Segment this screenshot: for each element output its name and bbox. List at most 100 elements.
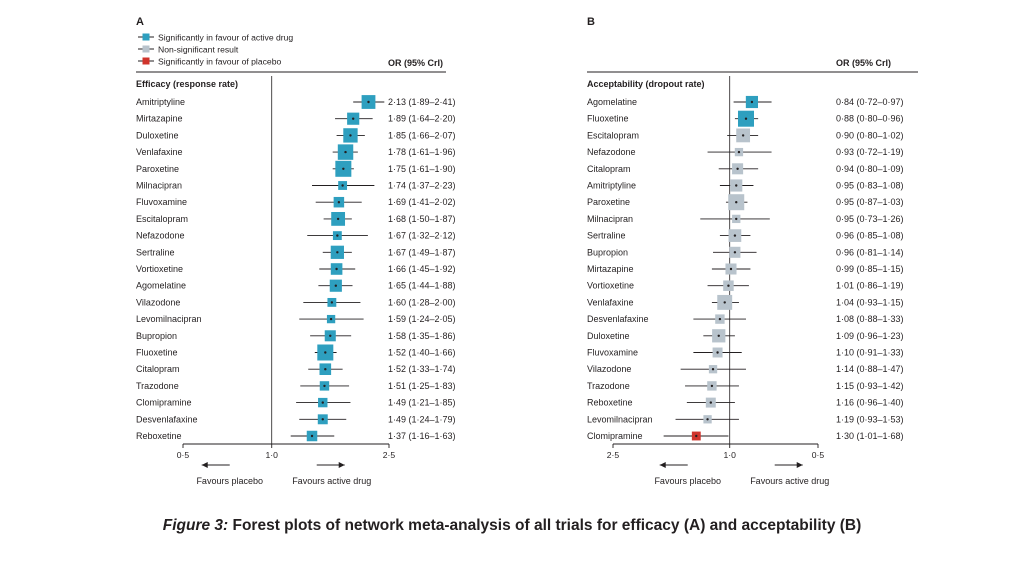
panel-a-ci-text: 1·67 (1·49–1·87): [388, 247, 456, 257]
panel-b-column-header: OR (95% CrI): [836, 58, 891, 68]
panel-a-point-dot: [324, 351, 327, 354]
panel-a-row-label: Escitalopram: [136, 214, 188, 224]
panel-b-ci-text: 1·09 (0·96–1·23): [836, 331, 904, 341]
panel-b-x-tick-label: 2·5: [607, 450, 620, 460]
panel-a-direction-right: Favours active drug: [292, 476, 371, 486]
panel-a-point-dot: [335, 267, 338, 271]
panel-b-title: Acceptability (dropout rate): [587, 79, 705, 89]
panel-b-point-dot: [750, 100, 754, 104]
legend-teal-square-icon: [142, 33, 150, 41]
panel-b-row-label: Agomelatine: [587, 97, 637, 107]
panel-b-row-label: Bupropion: [587, 247, 628, 257]
panel-a-ci-text: 1·58 (1·35–1·86): [388, 331, 456, 341]
panel-a-ci-text: 1·65 (1·44–1·88): [388, 281, 456, 291]
panel-a-ci-text: 1·78 (1·61–1·96): [388, 147, 456, 157]
panel-a-ci-text: 1·37 (1·16–1·63): [388, 431, 456, 441]
panel-b-row-label: Citalopram: [587, 164, 631, 174]
panel-b-point-dot: [711, 368, 715, 371]
panel-b-row-label: Desvenlafaxine: [587, 314, 649, 324]
panel-b-direction-right: Favours active drug: [750, 476, 829, 486]
panel-b-row-label: Vortioxetine: [587, 281, 634, 291]
panel-b-ci-text: 0·84 (0·72–0·97): [836, 97, 904, 107]
panel-b-point-dot: [735, 217, 738, 221]
panel-b-row-label: Levomilnacipran: [587, 414, 653, 424]
panel-a-title: Efficacy (response rate): [136, 79, 238, 89]
panel-b-row-label: Sertraline: [587, 231, 626, 241]
panel-a-point-dot: [330, 301, 334, 304]
panel-b-point-dot: [729, 267, 733, 271]
panel-b-point-dot: [709, 401, 713, 404]
panel-b-row-label: Paroxetine: [587, 197, 630, 207]
panel-a-point-dot: [341, 184, 344, 187]
panel-a-point-dot: [342, 167, 345, 170]
panel-a-point-dot: [367, 100, 370, 104]
panel-a-point-dot: [336, 217, 340, 221]
panel-b-ci-text: 0·96 (0·81–1·14): [836, 247, 904, 257]
panel-a-ci-text: 1·49 (1·21–1·85): [388, 398, 456, 408]
panel-b-point-dot: [695, 434, 698, 438]
panel-a-row-label: Fluoxetine: [136, 348, 178, 358]
panel-b-ci-text: 0·96 (0·85–1·08): [836, 231, 904, 241]
panel-a-ci-text: 2·13 (1·89–2·41): [388, 97, 456, 107]
panel-b-row-label: Fluvoxamine: [587, 348, 638, 358]
panel-b-ci-text: 0·95 (0·73–1·26): [836, 214, 904, 224]
panel-a-x-tick-label: 1·0: [266, 450, 279, 460]
panel-a-label: A: [136, 16, 144, 28]
panel-a-right-arrow-icon: [338, 462, 345, 468]
panel-a-point-dot: [310, 434, 314, 438]
panel-b-left-arrow-icon: [659, 462, 666, 468]
panel-a-direction-left: Favours placebo: [196, 476, 263, 486]
panel-a-row-label: Clomipramine: [136, 398, 192, 408]
panel-b-x-tick-label: 0·5: [812, 450, 825, 460]
legend-grey-square-icon: [142, 45, 150, 53]
panel-b-row-label: Escitalopram: [587, 130, 639, 140]
panel-a-point-dot: [344, 150, 347, 154]
panel-a-row-label: Trazodone: [136, 381, 179, 391]
panel-a-row-label: Desvenlafaxine: [136, 414, 198, 424]
panel-b-row-label: Venlafaxine: [587, 297, 634, 307]
panel-a-point-dot: [336, 251, 339, 254]
panel-b-point-dot: [727, 284, 730, 287]
panel-b-ci-text: 1·01 (0·86–1·19): [836, 281, 904, 291]
panel-a-row-label: Fluvoxamine: [136, 197, 187, 207]
panel-a-point-dot: [351, 117, 355, 120]
panel-b-ci-text: 0·93 (0·72–1·19): [836, 147, 904, 157]
panel-b-row-label: Fluoxetine: [587, 114, 629, 124]
panel-a-row-label: Mirtazapine: [136, 114, 183, 124]
panel-b-ci-text: 0·95 (0·87–1·03): [836, 197, 904, 207]
panel-b-point-dot: [723, 301, 726, 304]
forest-plots-svg: A Significantly in favour of active drug N…: [136, 16, 918, 486]
panel-a-row-label: Sertraline: [136, 247, 175, 257]
panel-a-point-dot: [329, 317, 333, 321]
panel-a-row-label: Milnacipran: [136, 181, 182, 191]
panel-a-point-dot: [334, 284, 338, 287]
panel-b-ci-text: 1·10 (0·91–1·33): [836, 348, 904, 358]
panel-a-row-label: Amitriptyline: [136, 97, 185, 107]
panel-b-row-label: Duloxetine: [587, 331, 630, 341]
panel-b-row-label: Amitriptyline: [587, 181, 636, 191]
panel-a-x-tick-label: 2·5: [383, 450, 396, 460]
panel-b-point-dot: [706, 418, 709, 421]
panel-b-point-dot: [741, 134, 745, 137]
panel-a-ci-text: 1·60 (1·28–2·00): [388, 297, 456, 307]
panel-a-column-header: OR (95% CrI): [388, 58, 443, 68]
panel-b-point-dot: [733, 234, 737, 237]
panel-a-left-arrow-icon: [201, 462, 208, 468]
panel-b-ci-text: 1·15 (0·93–1·42): [836, 381, 904, 391]
panel-b-point-dot: [736, 167, 739, 170]
panel-b-row-label: Vilazodone: [587, 364, 631, 374]
panel-b-point-dot: [716, 351, 719, 354]
panel-a-row-label: Agomelatine: [136, 281, 186, 291]
panel-a-point-dot: [321, 401, 324, 404]
panel-a-row-label: Paroxetine: [136, 164, 179, 174]
panel-a-row-label: Venlafaxine: [136, 147, 183, 157]
panel-b-point-dot: [710, 384, 714, 388]
panel-a-ci-text: 1·74 (1·37–2·23): [388, 181, 456, 191]
panel-b-row-label: Mirtazapine: [587, 264, 634, 274]
panel-a-point-dot: [323, 384, 326, 388]
panel-b-ci-text: 1·19 (0·93–1·53): [836, 414, 904, 424]
panel-a-ci-text: 1·49 (1·24–1·79): [388, 414, 456, 424]
panel-b-row-label: Milnacipran: [587, 214, 633, 224]
panel-b-ci-text: 1·14 (0·88–1·47): [836, 364, 904, 374]
